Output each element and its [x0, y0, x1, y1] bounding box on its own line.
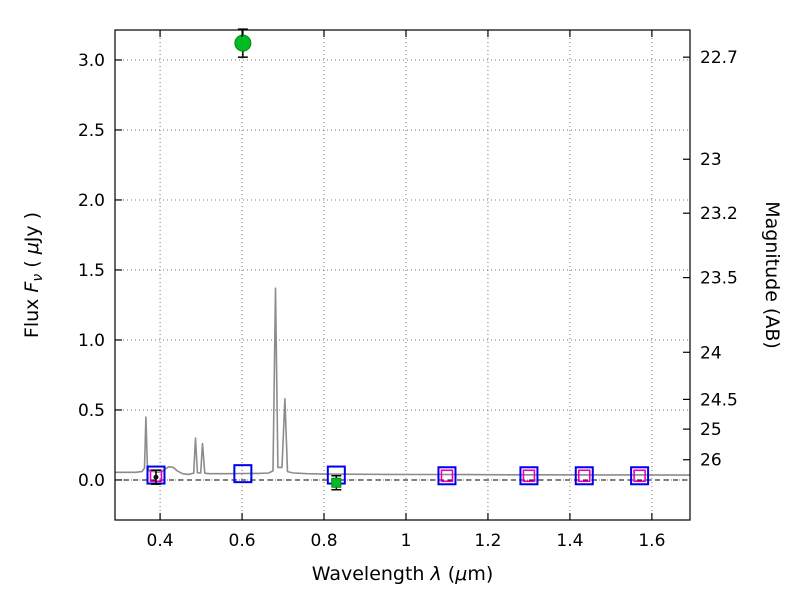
photometry-square-marker	[577, 469, 591, 483]
y-axis-label-left: Flux Fν ( μJy )	[21, 212, 46, 338]
photometry-square-marker	[437, 466, 457, 486]
y-left-tick-label: 1.5	[78, 261, 105, 281]
y-right-tick-label: 23.2	[700, 204, 738, 224]
photometry-square-marker	[331, 477, 342, 488]
observed-green-detection	[234, 28, 252, 58]
photometry-square-marker	[630, 466, 650, 486]
photometry-square-marker	[519, 466, 539, 486]
x-tick-label: 1	[401, 531, 412, 551]
y-left-tick-label: 1.0	[78, 331, 105, 351]
x-tick-label: 1.4	[556, 531, 583, 551]
y-left-tick-label: 2.0	[78, 191, 105, 211]
y-left-tick-label: 2.5	[78, 121, 105, 141]
x-tick-label: 0.6	[229, 531, 256, 551]
grid-lines	[115, 30, 690, 520]
y-right-tick-label: 23.5	[700, 269, 738, 289]
y-left-tick-label: 0.5	[78, 401, 105, 421]
photometry-square-marker	[233, 464, 253, 484]
x-tick-label: 1.6	[638, 531, 665, 551]
y-right-tick-label: 23	[700, 150, 722, 170]
tick-labels: 0.4 0.6 0.8 1 1.2 1.4 1.6 0.0 0.5 1.0 1.5 2.0 2.5 3.0…	[78, 48, 738, 551]
photometry-square-marker	[574, 466, 594, 486]
photometry-square-marker	[633, 469, 646, 483]
y-left-tick-label: 3.0	[78, 51, 105, 71]
x-tick-label: 0.8	[310, 531, 337, 551]
y-axis-label-right: Magnitude (AB)	[761, 201, 783, 349]
y-right-tick-label: 22.7	[700, 48, 738, 68]
photometry-dot-marker	[153, 474, 159, 480]
y-right-tick-label: 24	[700, 343, 722, 363]
y-right-tick-label: 25	[700, 420, 722, 440]
x-axis-label: Wavelength λ (μm)	[312, 563, 493, 585]
photometry-circle-marker	[234, 34, 252, 52]
x-tick-label: 1.2	[474, 531, 501, 551]
observed-black-point	[150, 469, 161, 485]
x-tick-label: 0.4	[147, 531, 174, 551]
observed-green-nondetection	[331, 475, 342, 491]
y-right-tick-label: 24.5	[700, 390, 738, 410]
axes-frame	[114, 29, 691, 521]
photometry-square-marker	[440, 469, 454, 483]
axis-ticks	[115, 30, 690, 520]
photometry-square-marker	[522, 469, 536, 483]
y-right-tick-label: 26	[700, 451, 722, 471]
y-left-tick-label: 0.0	[78, 471, 105, 491]
